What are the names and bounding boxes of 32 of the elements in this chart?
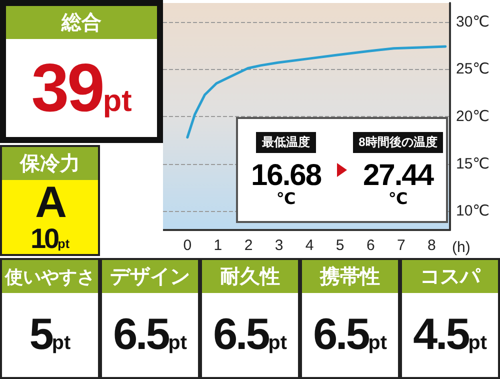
text: 6.5pt [113,310,187,359]
y-tick-label: 30℃ [456,13,490,30]
y-tick-label: 10℃ [456,202,490,220]
x-axis-title: (h) [452,239,470,256]
annotation: 最低温度 [256,132,316,153]
x-tick-label: 6 [366,237,375,254]
annotation: 16.68℃ [250,159,322,208]
x-tick-label: 7 [396,237,406,254]
text: 使いやすさ [2,260,98,293]
text: 6.5pt [213,310,287,359]
x-tick-label: 3 [274,237,284,254]
annotation: 8時間後の温度 [352,132,444,153]
text: 耐久性 [202,260,298,293]
text: 6.5pt [313,310,387,359]
y-tick-label: 15℃ [456,155,490,172]
x-tick-label: 5 [336,237,344,254]
text: 39pt [31,50,132,126]
x-tick-label: 0 [183,237,192,254]
text: 保冷力 [20,153,80,175]
x-tick-label: 1 [214,237,222,254]
x-tick-label: 2 [244,237,253,254]
text: デザイン [102,260,198,293]
text: 総合 [6,6,157,39]
text: 4.5pt [413,310,487,359]
text: コスパ [402,260,498,293]
annotation: 27.44℃ [362,159,434,208]
x-tick-label: 8 [428,237,436,254]
y-tick-label: 20℃ [456,108,490,125]
x-tick-label: 4 [305,237,314,254]
text: 5pt [29,310,71,359]
y-tick-label: 25℃ [456,60,490,78]
text: 携帯性 [302,260,398,293]
